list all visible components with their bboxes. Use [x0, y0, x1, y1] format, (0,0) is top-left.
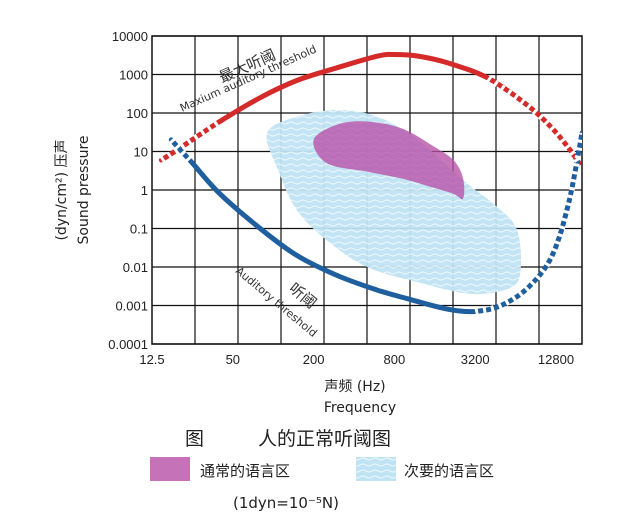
y-tick-labels: 0.0001 0.001 0.01 0.1 1 10 100 1000 10000 — [108, 29, 148, 352]
unit-note: (1dyn=10⁻⁵N) — [233, 494, 339, 512]
y-tick-label: 0.1 — [130, 222, 148, 237]
x-tick-label: 12800 — [538, 352, 574, 367]
x-tick-label: 3200 — [461, 352, 490, 367]
x-tick-label: 12.5 — [139, 352, 164, 367]
max-threshold-dotted-start — [159, 119, 222, 163]
x-tick-label: 800 — [384, 352, 406, 367]
x-tick-label: 200 — [303, 352, 325, 367]
y-tick-label: 10000 — [112, 29, 148, 44]
legend-swatch-secondary — [356, 457, 396, 481]
legend-swatch-main — [150, 457, 190, 481]
auditory-threshold-dotted-end — [474, 132, 582, 315]
y-tick-label: 10 — [134, 145, 148, 160]
x-tick-label: 50 — [226, 352, 240, 367]
y-tick-label: 1000 — [119, 68, 148, 83]
figure-title: 人的正常听阈图 — [258, 428, 391, 450]
main-speech-region — [313, 121, 465, 200]
x-axis-title-cn: 声频 (Hz) — [324, 379, 385, 395]
x-tick-labels: 12.5 50 200 800 3200 12800 — [139, 352, 574, 367]
y-tick-label: 1 — [141, 183, 148, 198]
y-axis-title: Sound pressure — [76, 135, 92, 244]
y-tick-label: 100 — [126, 106, 148, 121]
grid — [152, 35, 582, 345]
auditory-threshold-curve — [168, 130, 582, 315]
legend-label-secondary: 次要的语言区 — [404, 462, 494, 480]
y-axis-unit-label: (dyn/cm²) 压声 — [54, 139, 70, 240]
max-threshold-dotted-end — [486, 75, 582, 165]
figure-label: 图 — [185, 428, 204, 450]
x-axis-title-en: Frequency — [324, 400, 396, 416]
y-tick-label: 0.001 — [115, 299, 148, 314]
y-tick-label: 0.0001 — [108, 337, 148, 352]
legend-label-main: 通常的语言区 — [200, 462, 290, 480]
y-tick-label: 0.01 — [123, 260, 148, 275]
auditory-threshold-dotted-start — [169, 137, 195, 166]
